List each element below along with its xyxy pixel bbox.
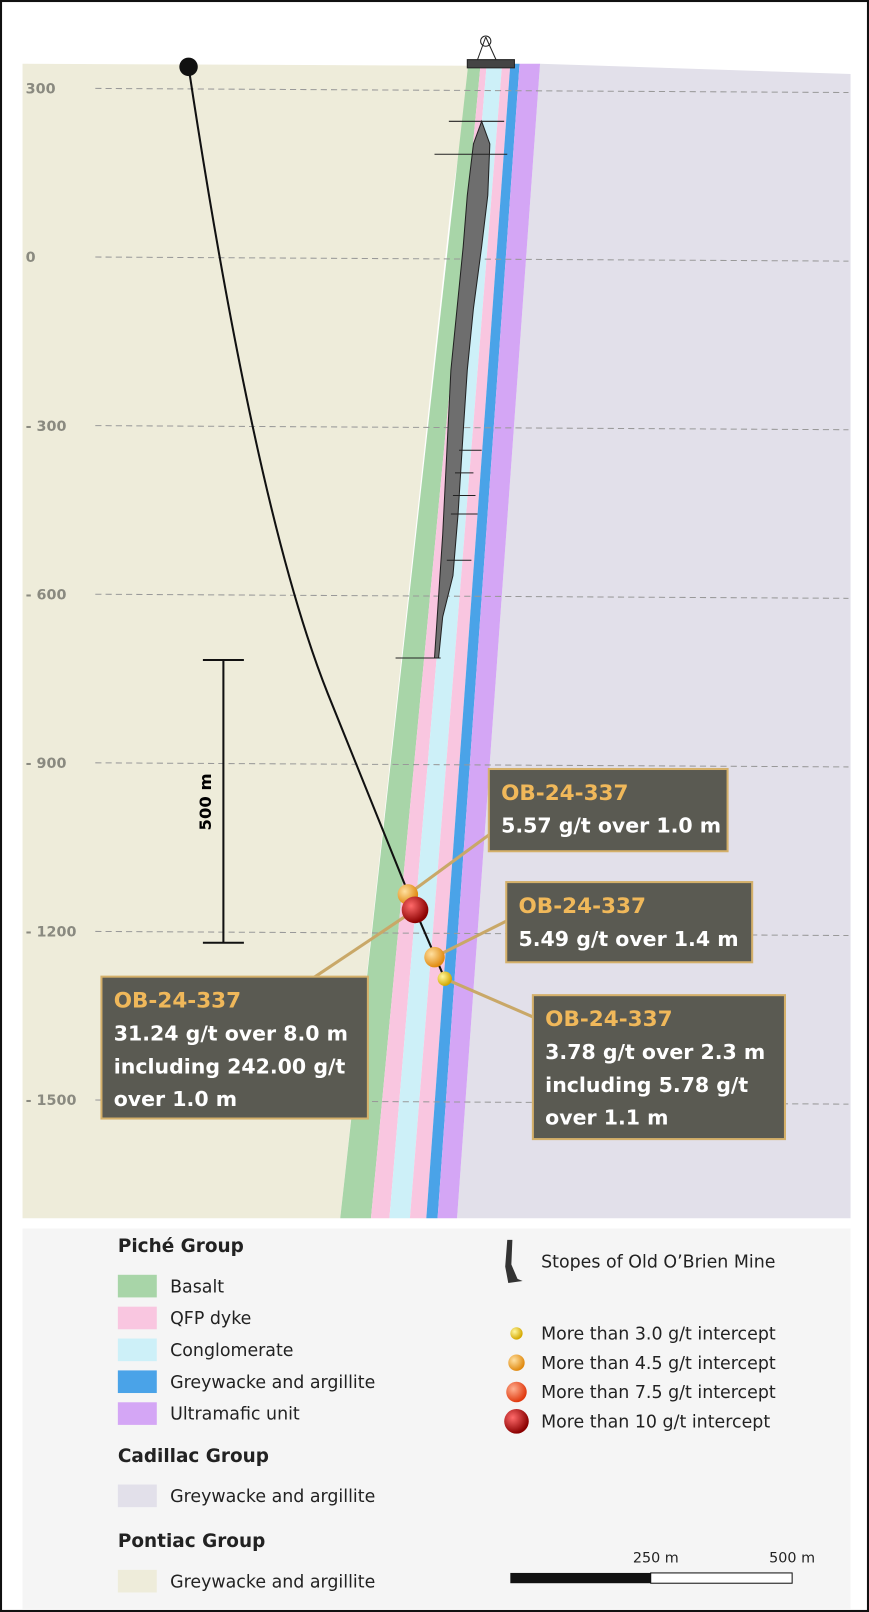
intercept-swatch bbox=[508, 1354, 525, 1371]
elevation-label: - 900 bbox=[26, 756, 67, 772]
band bbox=[389, 63, 503, 1219]
scale-label: 500 m bbox=[196, 773, 215, 830]
legend-item: QFP dyke bbox=[170, 1309, 251, 1329]
stopes bbox=[395, 119, 508, 659]
intercept bbox=[437, 971, 452, 986]
drill-hole bbox=[187, 66, 446, 980]
intercept bbox=[424, 946, 445, 968]
callout-title: OB-24-337 bbox=[545, 1007, 672, 1032]
callout-line: 3.78 g/t over 2.3 m bbox=[545, 1040, 765, 1064]
headframe bbox=[466, 35, 515, 69]
callout-box bbox=[487, 767, 729, 853]
swatch bbox=[117, 1484, 157, 1508]
legend-item: Greywacke and argillite bbox=[170, 1373, 375, 1393]
scale-black bbox=[510, 1572, 651, 1584]
group-title: Piché Group bbox=[118, 1236, 244, 1257]
callout-line: 31.24 g/t over 8.0 m bbox=[114, 1021, 348, 1045]
swatch bbox=[117, 1338, 157, 1362]
band bbox=[409, 63, 511, 1219]
collar bbox=[179, 57, 198, 77]
group-title: Pontiac Group bbox=[118, 1531, 265, 1552]
scale-label: 500 m bbox=[769, 1551, 815, 1567]
elevation-label: - 300 bbox=[26, 419, 67, 435]
swatch bbox=[117, 1569, 157, 1593]
elevation-label: 0 bbox=[26, 250, 36, 266]
callout-line: including 242.00 g/t bbox=[114, 1054, 346, 1078]
legend-item: Ultramafic unit bbox=[170, 1405, 300, 1425]
callout-title: OB-24-337 bbox=[519, 894, 646, 919]
callouts: OB-24-337 5.57 g/t over 1.0 m OB-24-337 5.4… bbox=[100, 767, 786, 1141]
leaders bbox=[306, 831, 536, 1020]
pontiac-unit bbox=[22, 63, 472, 1219]
grid-line bbox=[95, 87, 849, 94]
callout-line: over 1.1 m bbox=[545, 1106, 668, 1130]
elevation-label: - 600 bbox=[26, 587, 67, 603]
grid-line bbox=[95, 762, 849, 768]
band bbox=[426, 63, 520, 1219]
stopes-label: Stopes of Old O’Brien Mine bbox=[541, 1253, 775, 1273]
callout-line: over 1.0 m bbox=[114, 1087, 237, 1111]
grid-line bbox=[95, 593, 849, 599]
legend-item: More than 10 g/t intercept bbox=[541, 1412, 770, 1432]
intercept-swatch bbox=[510, 1327, 523, 1340]
legend-item: Basalt bbox=[170, 1277, 224, 1297]
grid-line bbox=[95, 256, 849, 262]
legend-panel bbox=[22, 1228, 851, 1609]
legend-item: Greywacke and argillite bbox=[170, 1487, 375, 1507]
swatch bbox=[117, 1306, 157, 1330]
callout-box bbox=[505, 881, 754, 964]
intercept-swatch bbox=[504, 1408, 529, 1434]
elevation-label: 300 bbox=[26, 82, 56, 98]
callout-title: OB-24-337 bbox=[501, 781, 628, 806]
legend-item: More than 4.5 g/t intercept bbox=[541, 1354, 776, 1374]
scale-label: 250 m bbox=[633, 1551, 679, 1567]
stope-icon bbox=[505, 1239, 523, 1284]
intercept-swatch bbox=[506, 1381, 527, 1403]
swatch bbox=[117, 1402, 157, 1425]
legend-item: Conglomerate bbox=[170, 1341, 293, 1361]
callout-box bbox=[531, 994, 786, 1141]
callout-box bbox=[100, 975, 369, 1120]
callout-line: including 5.78 g/t bbox=[545, 1073, 748, 1097]
grid-line bbox=[95, 425, 849, 431]
legend-item: Greywacke and argillite bbox=[170, 1572, 375, 1592]
legend-item: More than 3.0 g/t intercept bbox=[541, 1325, 776, 1345]
scale-white bbox=[650, 1572, 793, 1584]
band bbox=[340, 63, 481, 1219]
band bbox=[437, 63, 541, 1219]
swatch bbox=[117, 1370, 157, 1394]
group-title: Cadillac Group bbox=[118, 1446, 269, 1467]
swatch bbox=[117, 1274, 157, 1298]
elevation-label: - 1500 bbox=[26, 1093, 77, 1109]
legend: Piché Group Basalt QFP dyke Conglomerate Gre… bbox=[117, 1236, 776, 1593]
scale-bar-vertical bbox=[202, 658, 244, 944]
callout-line: 5.57 g/t over 1.0 m bbox=[501, 814, 721, 838]
intercept bbox=[401, 896, 429, 924]
elevation-label: - 1200 bbox=[26, 925, 77, 941]
callout-line: 5.49 g/t over 1.4 m bbox=[519, 927, 739, 951]
callout-title: OB-24-337 bbox=[114, 988, 241, 1013]
legend-item: More than 7.5 g/t intercept bbox=[541, 1383, 776, 1403]
bands bbox=[340, 63, 541, 1219]
